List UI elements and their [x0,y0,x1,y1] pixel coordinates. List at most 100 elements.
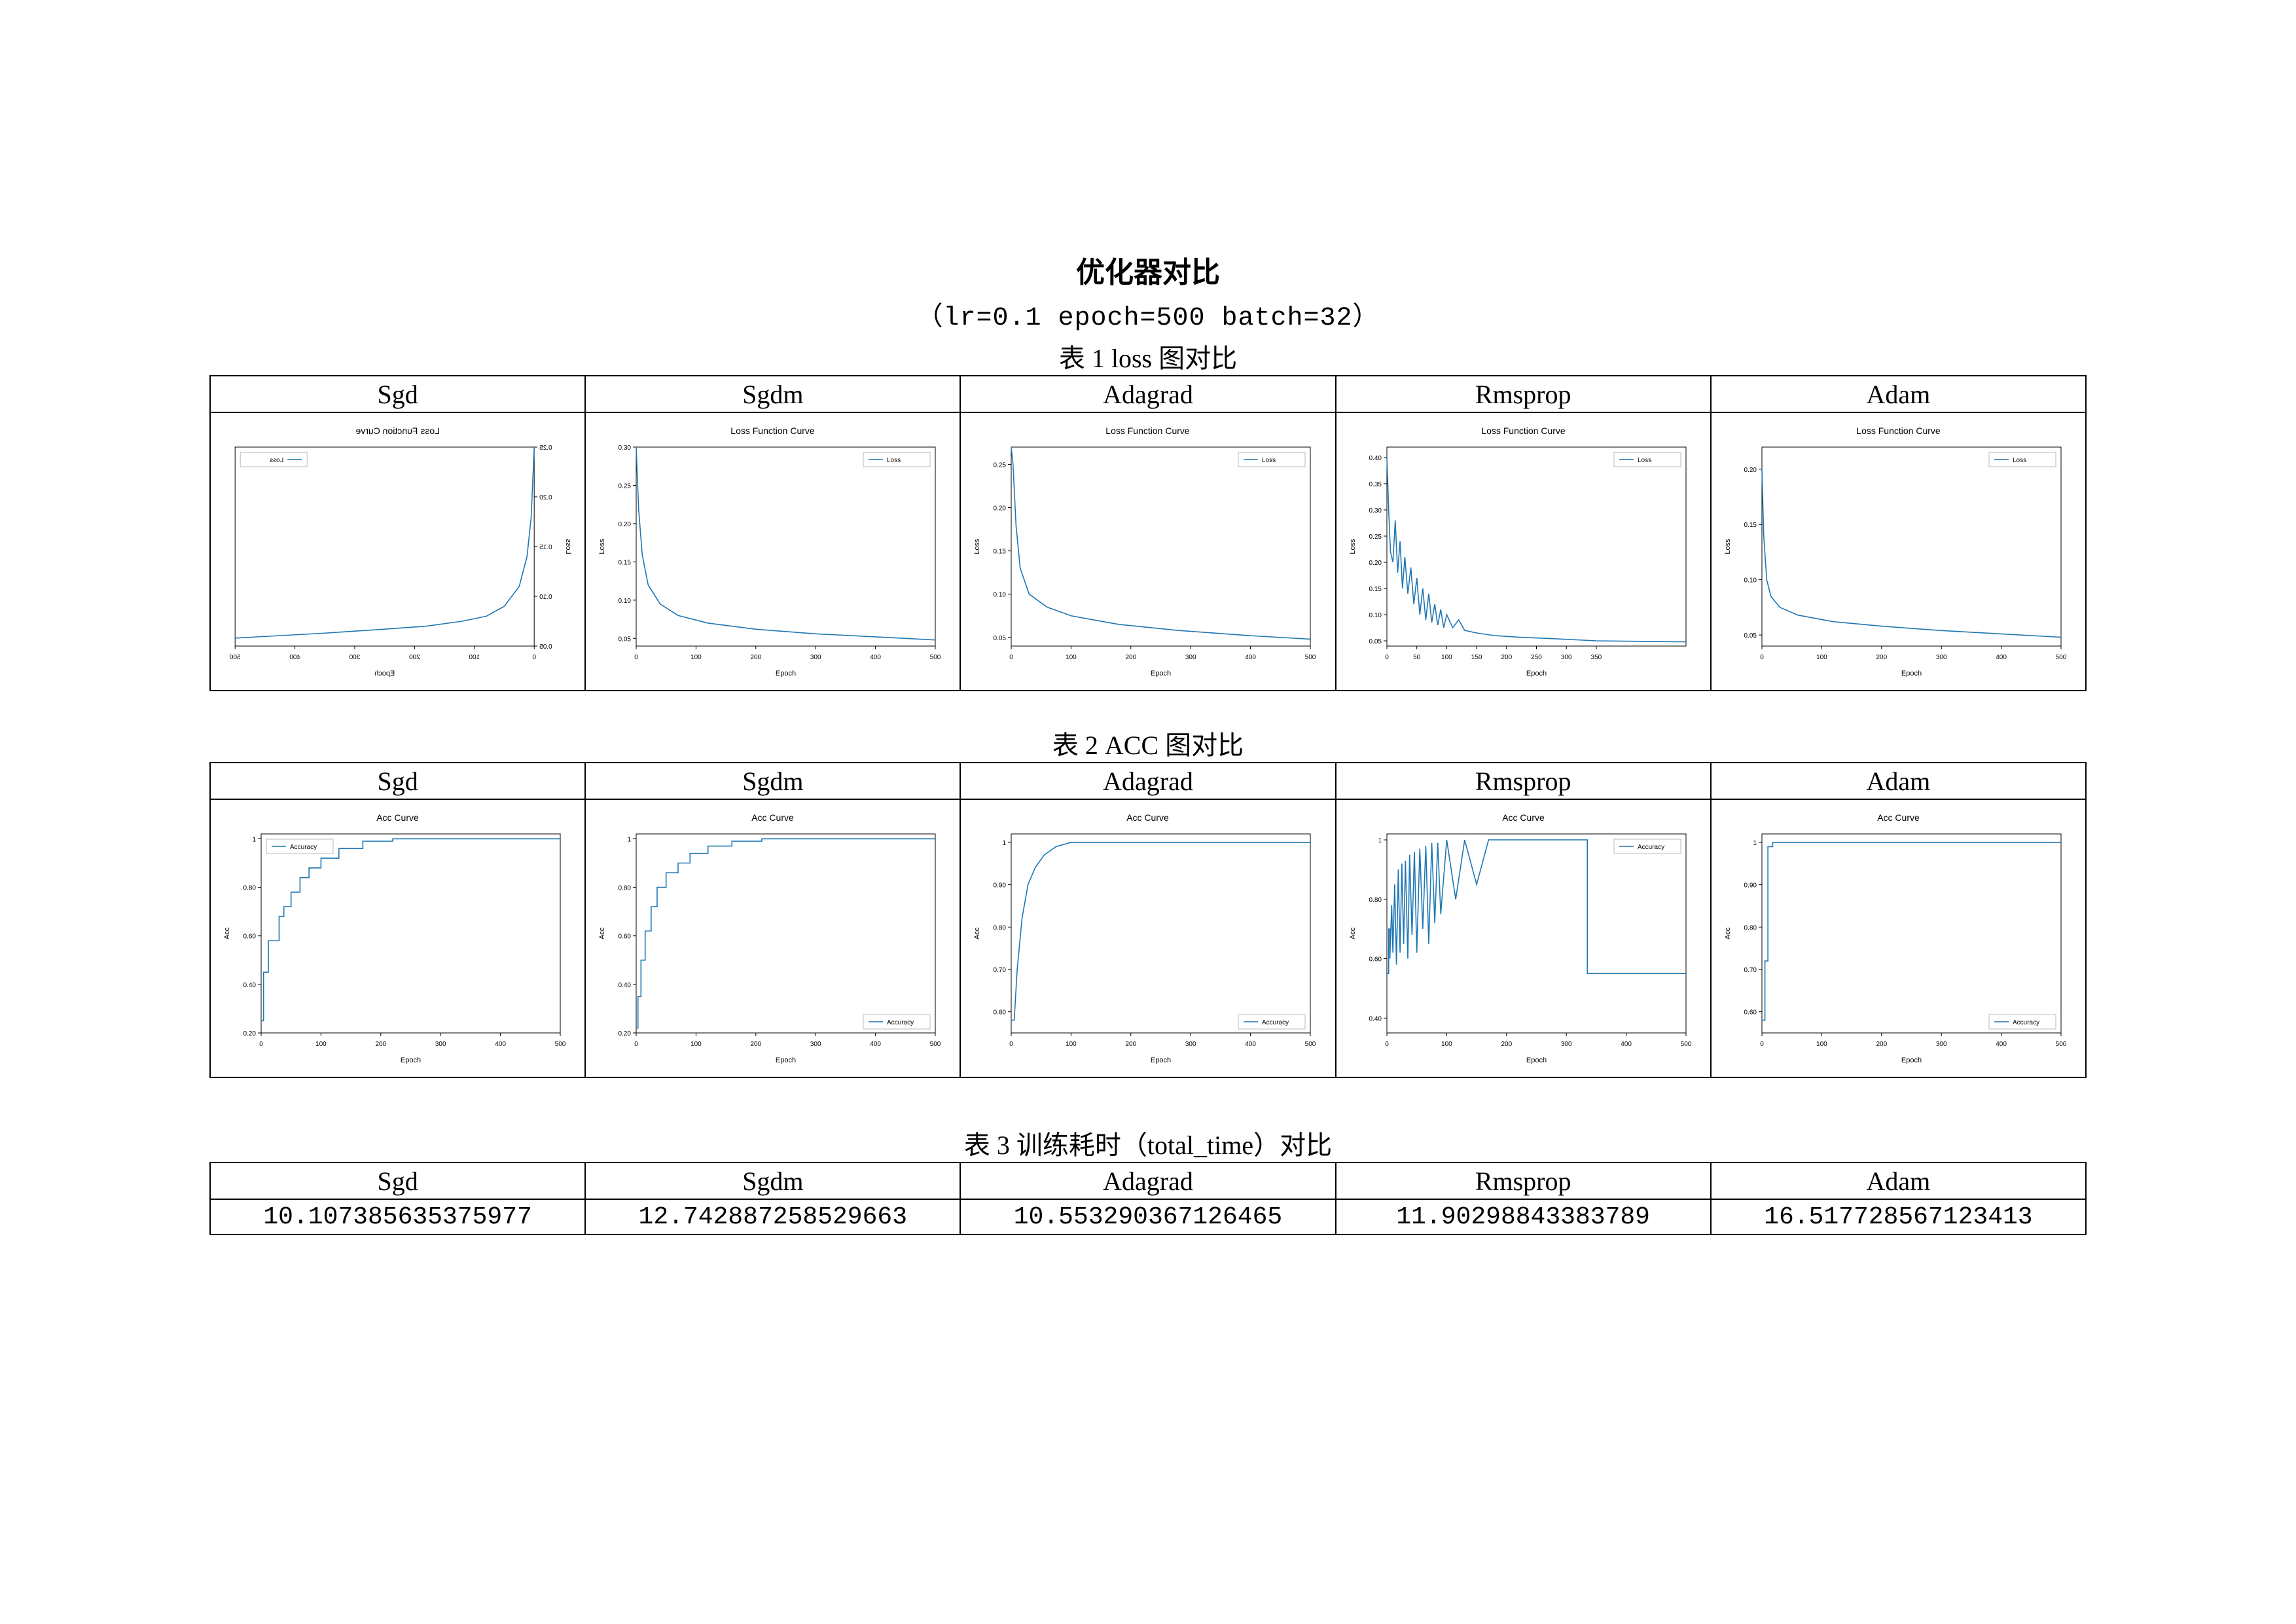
svg-text:Acc Curve: Acc Curve [1877,812,1920,823]
svg-text:0.15: 0.15 [1369,586,1382,593]
svg-text:100: 100 [1816,654,1827,661]
svg-text:0.80: 0.80 [994,924,1007,931]
svg-text:0.20: 0.20 [1369,560,1382,567]
svg-text:0.80: 0.80 [243,885,257,892]
svg-text:0.40: 0.40 [1369,1015,1382,1022]
svg-text:Loss: Loss [1638,457,1651,464]
col-sgdm: Sgdm [585,1163,960,1199]
svg-text:0.20: 0.20 [539,494,552,501]
svg-text:0.40: 0.40 [1369,455,1382,462]
svg-text:400: 400 [1996,1041,2007,1048]
svg-text:Epoch: Epoch [401,1056,421,1064]
svg-text:0: 0 [634,654,638,661]
svg-text:0.10: 0.10 [994,592,1007,599]
time-rmsprop: 11.90298843383789 [1336,1199,1711,1235]
col-rmsprop: Rmsprop [1336,376,1711,412]
svg-text:Acc: Acc [1724,927,1732,939]
svg-text:100: 100 [1441,654,1452,661]
svg-text:0.90: 0.90 [994,882,1007,890]
svg-text:0.40: 0.40 [243,982,257,989]
svg-text:Loss: Loss [1724,539,1732,554]
svg-text:0.25: 0.25 [619,482,632,490]
svg-text:Accuracy: Accuracy [290,844,317,851]
svg-text:500: 500 [2055,654,2066,661]
col-adagrad: Adagrad [960,763,1335,799]
svg-text:0.20: 0.20 [243,1030,257,1038]
svg-text:400: 400 [870,1041,881,1048]
svg-text:0.80: 0.80 [1369,897,1382,904]
svg-text:0.15: 0.15 [1744,522,1757,529]
svg-text:Epoch: Epoch [1151,1056,1171,1064]
svg-text:300: 300 [349,654,360,661]
col-adam: Adam [1711,763,2086,799]
svg-text:100: 100 [691,1041,702,1048]
svg-text:0: 0 [634,1041,638,1048]
svg-text:0: 0 [1760,654,1764,661]
svg-text:400: 400 [289,654,300,661]
svg-text:Accuracy: Accuracy [1638,844,1664,851]
svg-text:Acc: Acc [223,927,231,939]
svg-text:0.25: 0.25 [1369,533,1382,541]
acc-chart-rmsprop: Acc Curve01002003004005000.400.600.801Ep… [1336,799,1711,1077]
svg-text:150: 150 [1471,654,1482,661]
svg-text:1: 1 [1003,840,1007,847]
svg-text:Epoch: Epoch [776,1056,796,1064]
svg-text:300: 300 [1185,654,1196,661]
svg-text:0.05: 0.05 [994,635,1007,642]
svg-text:Loss: Loss [973,539,981,554]
svg-text:200: 200 [1126,654,1137,661]
svg-text:Loss: Loss [598,539,606,554]
svg-text:200: 200 [1501,654,1512,661]
loss-chart-sgdm: Loss Function Curve01002003004005000.050… [585,412,960,691]
col-sgdm: Sgdm [585,763,960,799]
svg-text:100: 100 [469,654,480,661]
svg-text:50: 50 [1413,654,1421,661]
col-adam: Adam [1711,1163,2086,1199]
svg-text:0.30: 0.30 [1369,507,1382,514]
svg-text:100: 100 [1066,1041,1077,1048]
svg-text:300: 300 [810,1041,821,1048]
time-sgd: 10.107385635375977 [210,1199,585,1235]
svg-text:400: 400 [1996,654,2007,661]
col-sgdm: Sgdm [585,376,960,412]
acc-table: Sgd Sgdm Adagrad Rmsprop Adam Acc Curve0… [209,762,2087,1078]
svg-text:0.70: 0.70 [1744,967,1757,974]
loss-chart-adam: Loss Function Curve01002003004005000.050… [1711,412,2086,691]
svg-text:200: 200 [1876,654,1887,661]
col-sgd: Sgd [210,1163,585,1199]
col-adagrad: Adagrad [960,376,1335,412]
svg-text:Acc: Acc [598,927,606,939]
svg-text:0.15: 0.15 [994,549,1007,556]
svg-text:500: 500 [1305,654,1316,661]
svg-text:0.10: 0.10 [1744,577,1757,585]
svg-text:Loss: Loss [270,457,283,464]
svg-text:200: 200 [1126,1041,1137,1048]
svg-text:Loss Function Curve: Loss Function Curve [1106,425,1191,436]
time-sgdm: 12.742887258529663 [585,1199,960,1235]
svg-text:Loss: Loss [887,457,901,464]
svg-text:0.60: 0.60 [1369,956,1382,964]
acc-chart-adagrad: Acc Curve01002003004005000.600.700.800.9… [960,799,1335,1077]
time-adam: 16.517728567123413 [1711,1199,2086,1235]
svg-text:Accuracy: Accuracy [887,1019,914,1026]
svg-text:0.20: 0.20 [619,521,632,528]
svg-text:0.05: 0.05 [539,643,552,651]
svg-text:400: 400 [870,654,881,661]
svg-text:300: 300 [1936,654,1947,661]
acc-chart-sgdm: Acc Curve01002003004005000.200.400.600.8… [585,799,960,1077]
svg-text:250: 250 [1531,654,1542,661]
svg-text:Acc Curve: Acc Curve [1502,812,1545,823]
svg-text:0: 0 [1760,1041,1764,1048]
svg-text:100: 100 [315,1041,327,1048]
svg-text:200: 200 [1501,1041,1512,1048]
svg-text:Loss: Loss [564,539,572,554]
svg-text:Loss: Loss [2013,457,2026,464]
svg-text:Accuracy: Accuracy [1262,1019,1289,1026]
col-adam: Adam [1711,376,2086,412]
svg-text:0.10: 0.10 [1369,612,1382,619]
svg-text:500: 500 [555,1041,566,1048]
svg-text:0: 0 [1010,1041,1014,1048]
svg-text:500: 500 [2055,1041,2066,1048]
svg-text:1: 1 [1753,840,1757,847]
svg-text:0: 0 [532,654,536,661]
